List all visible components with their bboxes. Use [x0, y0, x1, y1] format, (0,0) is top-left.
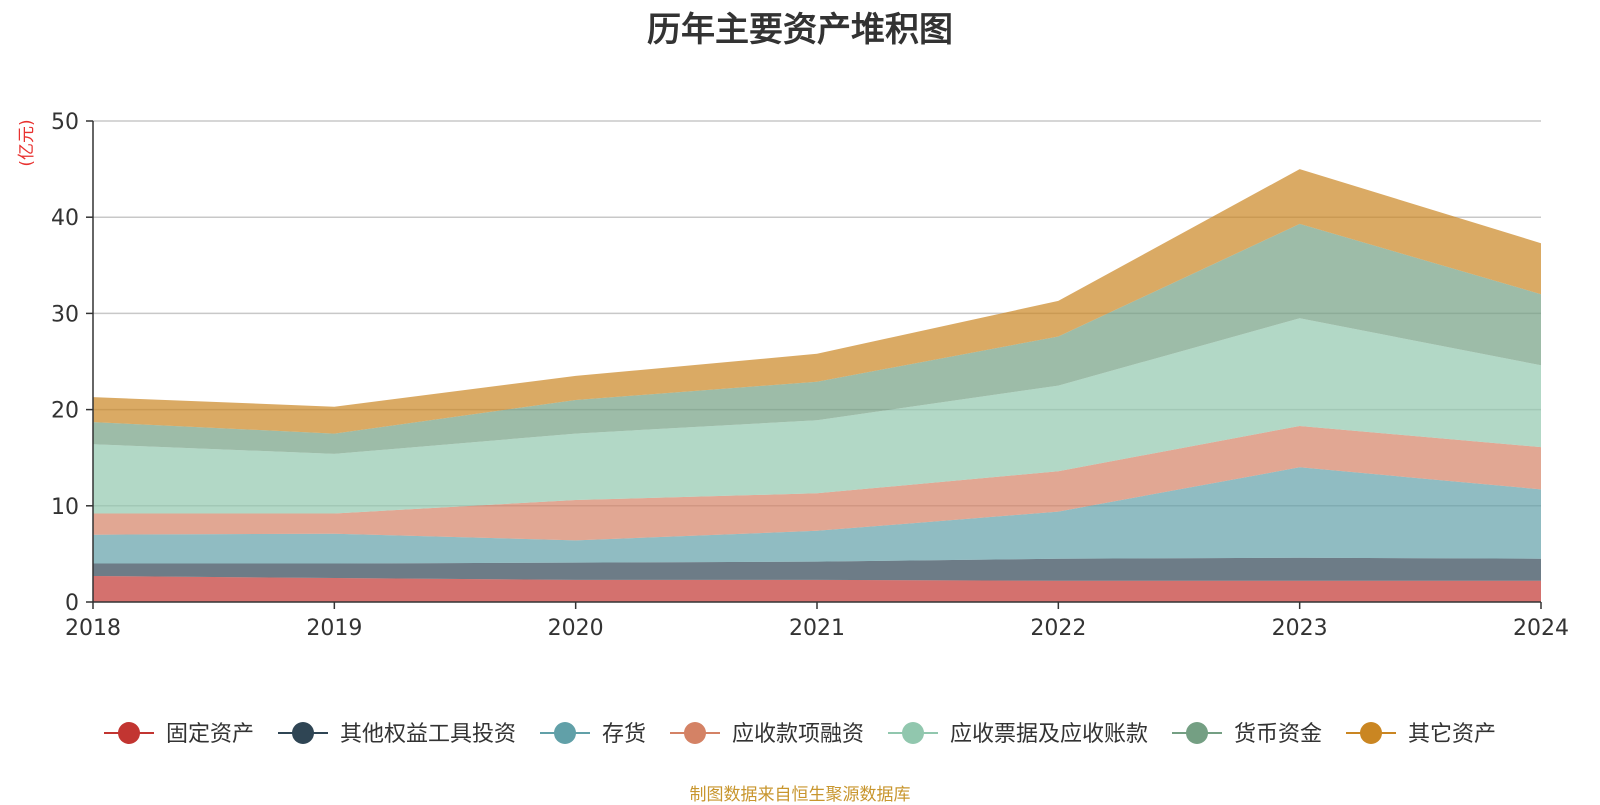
- x-tick-label: 2023: [1272, 616, 1328, 641]
- area-series-2[interactable]: [93, 467, 1541, 564]
- legend-label: 应收票据及应收账款: [950, 722, 1148, 747]
- legend-marker-icon: [1186, 722, 1208, 744]
- area-series-6[interactable]: [93, 169, 1541, 434]
- legend-item-1[interactable]: 其他权益工具投资: [278, 722, 516, 747]
- area-series-5[interactable]: [93, 223, 1541, 454]
- legend[interactable]: 固定资产 其他权益工具投资 存货 应收款项融资 应收票据及应收账款 货币资金 其它资产: [104, 722, 1496, 747]
- y-tick-label: 30: [51, 302, 79, 327]
- source-note: 制图数据来自恒生聚源数据库: [689, 785, 911, 805]
- legend-marker-icon: [902, 722, 924, 744]
- y-axis-unit-label: (亿元): [17, 119, 37, 166]
- legend-item-4[interactable]: 应收票据及应收账款: [888, 722, 1148, 747]
- area-series-3[interactable]: [93, 426, 1541, 541]
- y-tick-label: 10: [51, 495, 79, 520]
- x-tick-label: 2020: [548, 616, 604, 641]
- legend-marker-icon: [554, 722, 576, 744]
- legend-marker-icon: [684, 722, 706, 744]
- legend-label: 其他权益工具投资: [340, 722, 516, 747]
- legend-label: 固定资产: [166, 722, 254, 747]
- legend-label: 应收款项融资: [732, 722, 864, 747]
- x-tick-label: 2024: [1513, 616, 1569, 641]
- legend-marker-icon: [1360, 722, 1382, 744]
- area-series-1[interactable]: [93, 557, 1541, 581]
- legend-label: 其它资产: [1408, 722, 1496, 747]
- y-tick-label: 20: [51, 399, 79, 424]
- y-tick-label: 0: [65, 591, 79, 616]
- y-tick-label: 40: [51, 206, 79, 231]
- x-tick-label: 2022: [1030, 616, 1086, 641]
- area-series-4[interactable]: [93, 318, 1541, 514]
- legend-marker-icon: [292, 722, 314, 744]
- legend-item-0[interactable]: 固定资产: [104, 722, 254, 747]
- x-tick-label: 2018: [65, 616, 121, 641]
- legend-label: 存货: [602, 722, 646, 747]
- legend-item-2[interactable]: 存货: [540, 722, 646, 747]
- area-series-group: [93, 169, 1541, 602]
- axes: 0 10 20 30 40 50 2018 2019 2020 2021 2022 2023 2024: [51, 110, 1569, 641]
- area-series-0[interactable]: [93, 576, 1541, 602]
- legend-item-6[interactable]: 其它资产: [1346, 722, 1496, 747]
- x-tick-label: 2021: [789, 616, 845, 641]
- legend-marker-icon: [118, 722, 140, 744]
- legend-item-5[interactable]: 货币资金: [1172, 722, 1322, 747]
- legend-label: 货币资金: [1234, 722, 1322, 747]
- legend-item-3[interactable]: 应收款项融资: [670, 722, 864, 747]
- y-tick-label: 50: [51, 110, 79, 135]
- chart-title: 历年主要资产堆积图: [647, 10, 953, 50]
- x-tick-label: 2019: [306, 616, 362, 641]
